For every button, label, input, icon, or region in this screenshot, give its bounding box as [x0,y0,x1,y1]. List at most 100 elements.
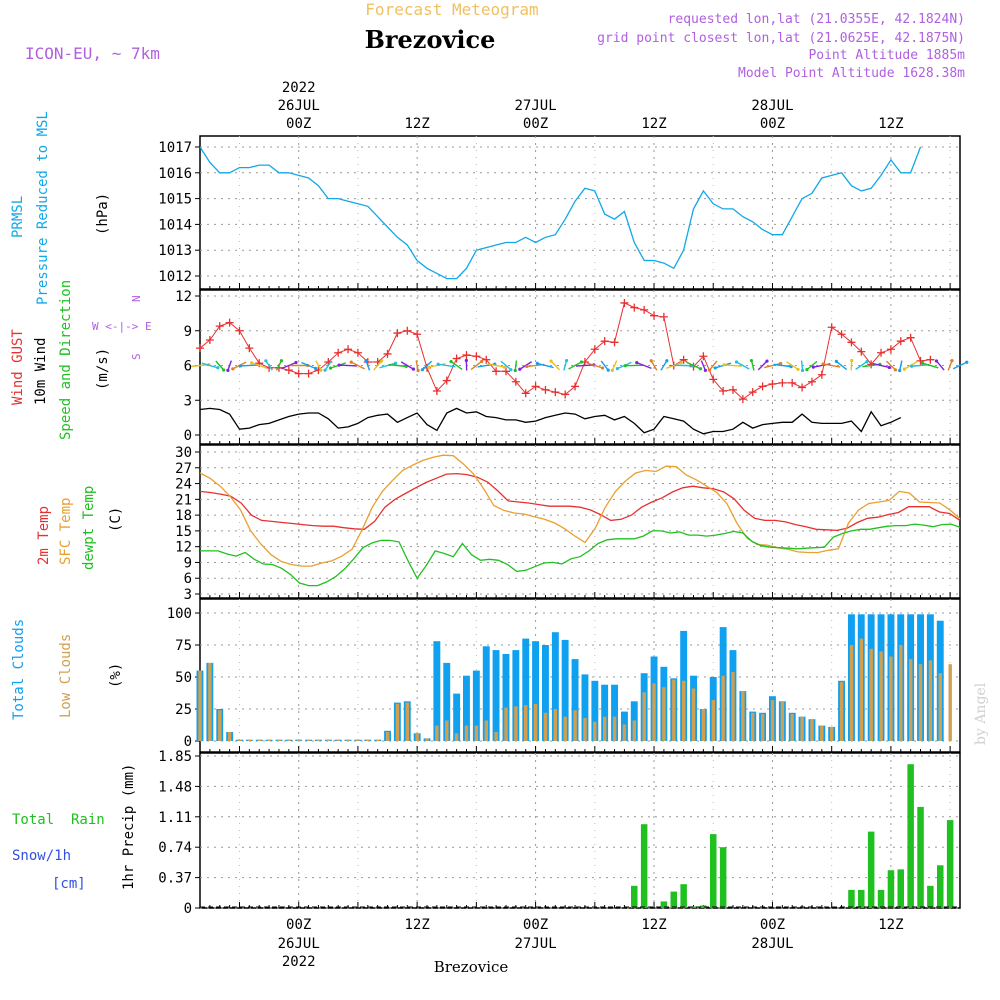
low-cloud-bar [524,705,528,741]
wind-direction-arrowhead [850,358,854,363]
top-time-labels: 2022 26JUL 00Z 12Z 27JUL 00Z 12Z 28JUL 00Z 12Z [278,80,904,132]
wind-direction-arrowhead [610,368,614,372]
low-cloud-bar [237,739,242,741]
wind-direction-arrow [806,360,818,371]
low-cloud-bar [701,709,706,741]
wind-direction-arrowhead [713,366,717,370]
gust-label: Wind GUST [10,329,26,405]
low-cloud-bar [395,703,400,741]
wind-direction-arrow [709,360,718,371]
gust-marker [205,336,214,345]
wind-direction-arrowhead [337,363,341,367]
gust-marker [353,348,362,357]
gust-marker [294,369,303,378]
low-cloud-bar [563,716,567,741]
low-cloud-bar [672,679,676,741]
total-cloud-bar [571,659,579,741]
wind-direction-arrowhead [238,364,242,368]
wind-direction-arrowhead [615,367,620,371]
total-cloud-bar [433,641,441,741]
wind-direction-arrowhead [811,365,815,369]
gust-marker [501,367,510,376]
wind-direction-arrowhead [749,358,754,363]
wind-direction-arrowhead [623,364,627,368]
total-cloud-bar [463,675,470,741]
wind-direction-arrow [636,361,652,370]
snow-unit-label: [cm] [52,876,86,892]
wind-direction-arrowhead [893,368,898,372]
low-cloud-bar [642,692,646,741]
gust-marker [492,367,501,376]
low-cloud-bar [849,645,854,741]
rain-bar [897,869,904,908]
gust-marker [334,348,343,357]
gust-marker [521,389,530,398]
wind-direction-arrow [315,360,322,371]
wind-direction-arrowhead [349,360,353,364]
gust-marker [600,337,609,346]
clouds-unit: (%) [108,663,124,688]
wind-direction-arrowhead [834,359,838,364]
rain-bar [660,901,668,908]
temp-ytick-label: 21 [175,492,192,508]
total-cloud-bar [561,639,569,741]
low-cloud-bar [909,659,913,741]
low-cloud-bar [514,706,518,741]
gust-marker [837,330,846,339]
low-cloud-bar [306,739,311,741]
total-cloud-bar [502,654,510,741]
temp-ytick-label: 27 [175,461,192,477]
temp-ytick-label: 15 [175,524,192,540]
gust-marker [235,326,244,335]
clouds-frame [199,598,961,753]
wind-direction-arrowhead [513,368,517,373]
gust-marker [738,395,747,404]
low-cloud-bar [543,712,548,741]
wind-compass: N W <-|-> E S [92,295,152,360]
gust-marker [442,376,451,385]
sfc-temp-label: SFC Temp [58,498,74,565]
compass-we: W <-|-> E [92,320,152,333]
low-cloud-bar [247,739,252,741]
bottom-time-label: 00Z [523,917,548,933]
low-cloud-bar [721,675,725,741]
compass-n: N [130,295,143,302]
gust-marker [452,354,461,363]
low-cloud-bar [218,710,222,741]
wind-direction-arrow [227,360,232,371]
pressure-ytick-label: 1016 [158,166,192,182]
low-cloud-bar [346,739,350,741]
wind-direction-arrowhead [226,368,230,373]
low-cloud-bar [198,670,202,741]
rain-bar [670,891,677,908]
temp-frame [199,444,961,599]
wind-direction-arrow [666,362,682,369]
bottom-time-label: 00Z [760,917,785,933]
precip-ytick-label: 1.48 [158,779,192,795]
dewpt-line [200,523,961,587]
low-clouds-label: Low Clouds [58,634,74,718]
rain-bar [680,884,687,908]
low-cloud-bar [869,648,873,741]
clouds-panel: 0 25 50 75 100 [167,598,961,753]
low-cloud-bar [415,733,419,741]
wind-direction-arrowhead [805,368,809,372]
wind-direction-arrowhead [231,367,235,371]
bottom-time-labels: 00Z 26JUL 2022 12Z 00Z 27JUL 12Z 00Z 28JUL 12Z [278,917,904,970]
wind-direction-arrow [324,360,333,371]
low-cloud-bar [603,716,607,741]
low-cloud-bar [593,721,597,741]
pressure-panel: 1012 1013 1014 1015 1016 1017 [158,135,961,290]
wind-ytick-label: 6 [184,359,192,375]
total-cloud-bar [453,693,461,741]
total-cloud-bar [532,641,539,741]
wind-direction-arrow [275,360,283,371]
wind-direction-arrowhead [950,359,954,363]
wind-direction-arrow [674,364,693,367]
wind-direction-arrowhead [779,361,783,366]
low-cloud-bar [711,700,715,741]
gust-marker [709,375,718,384]
clouds-ytick-label: 0 [184,734,192,750]
